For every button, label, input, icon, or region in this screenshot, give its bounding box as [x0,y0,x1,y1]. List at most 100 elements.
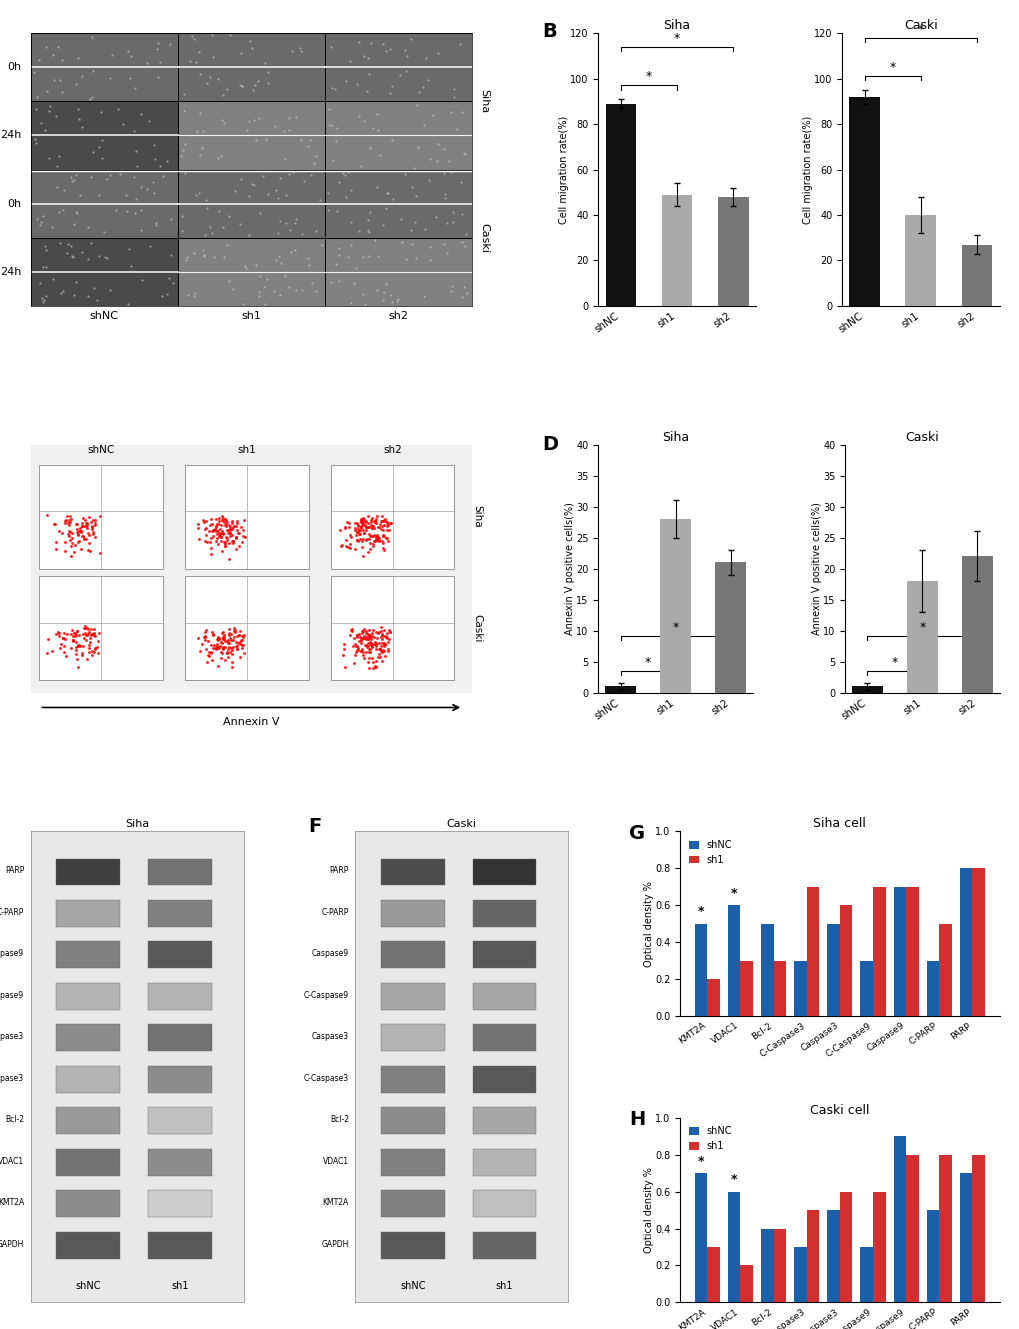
Bar [56,1148,120,1176]
Point [114,113,130,134]
Point [235,512,252,533]
Point [125,606,142,627]
Point [364,521,380,542]
Point [442,280,459,302]
Point [121,617,138,638]
Point [364,505,380,526]
Bar [860,961,872,1017]
Bar [148,859,211,885]
Point [66,214,83,235]
Point [247,502,263,524]
Point [270,222,286,243]
Point [287,207,304,229]
Point [191,41,207,62]
Point [109,605,125,626]
Point [135,607,151,629]
Point [373,631,389,653]
Point [220,206,236,227]
Point [337,186,354,207]
Point [253,618,269,639]
Point [237,605,254,626]
Bar [826,1211,839,1302]
Point [372,611,388,633]
Point [388,290,405,311]
Point [246,500,262,521]
Point [355,246,371,267]
Point [379,504,395,525]
FancyBboxPatch shape [330,465,453,569]
Point [388,609,405,630]
Point [372,618,388,639]
Bar [728,905,740,1017]
Point [246,629,262,650]
Point [133,622,150,643]
Point [103,605,119,626]
Point [244,173,260,194]
Point [367,622,383,643]
Text: Caspase9: Caspase9 [0,949,24,958]
Point [232,516,249,537]
Point [366,516,382,537]
Point [385,522,401,544]
Point [225,510,242,532]
Point [370,514,386,536]
Point [240,185,257,206]
Bar [56,1066,120,1092]
Point [444,202,461,223]
Point [425,105,441,126]
Point [63,166,79,187]
Point [383,129,399,150]
Point [131,614,148,635]
Point [374,520,390,541]
Point [261,607,277,629]
Point [233,76,250,97]
Point [321,114,337,136]
Point [356,110,372,132]
Point [374,33,390,54]
Point [235,522,252,544]
Point [102,606,118,627]
Bar [380,1107,444,1134]
Text: D: D [542,435,557,453]
Point [377,607,393,629]
Point [122,255,139,276]
Point [239,617,256,638]
Text: *: * [672,622,678,634]
Text: sh2: sh2 [383,445,401,455]
Point [240,510,257,532]
Point [436,187,452,209]
Point [240,509,257,530]
Point [237,630,254,651]
Point [435,162,451,183]
Point [86,276,102,298]
Y-axis label: Cell migration rate(%): Cell migration rate(%) [558,116,569,223]
Point [383,627,399,649]
Point [51,146,67,167]
Point [259,518,275,540]
FancyBboxPatch shape [31,101,177,170]
Point [126,520,143,541]
Point [378,609,394,630]
Point [385,508,401,529]
Point [384,504,400,525]
Point [232,167,249,189]
Point [378,508,394,529]
Point [408,186,424,207]
Point [286,239,303,260]
Point [390,621,407,642]
Bar [148,1066,211,1092]
Point [352,619,368,641]
Point [339,162,356,183]
Point [351,221,367,242]
Point [270,245,286,266]
Point [364,617,380,638]
Point [34,113,50,134]
Point [202,217,218,238]
Point [381,39,397,60]
Point [85,141,101,162]
Point [192,145,208,166]
Point [377,627,393,649]
Point [233,76,250,97]
Point [117,611,133,633]
Text: sh1: sh1 [242,311,261,322]
